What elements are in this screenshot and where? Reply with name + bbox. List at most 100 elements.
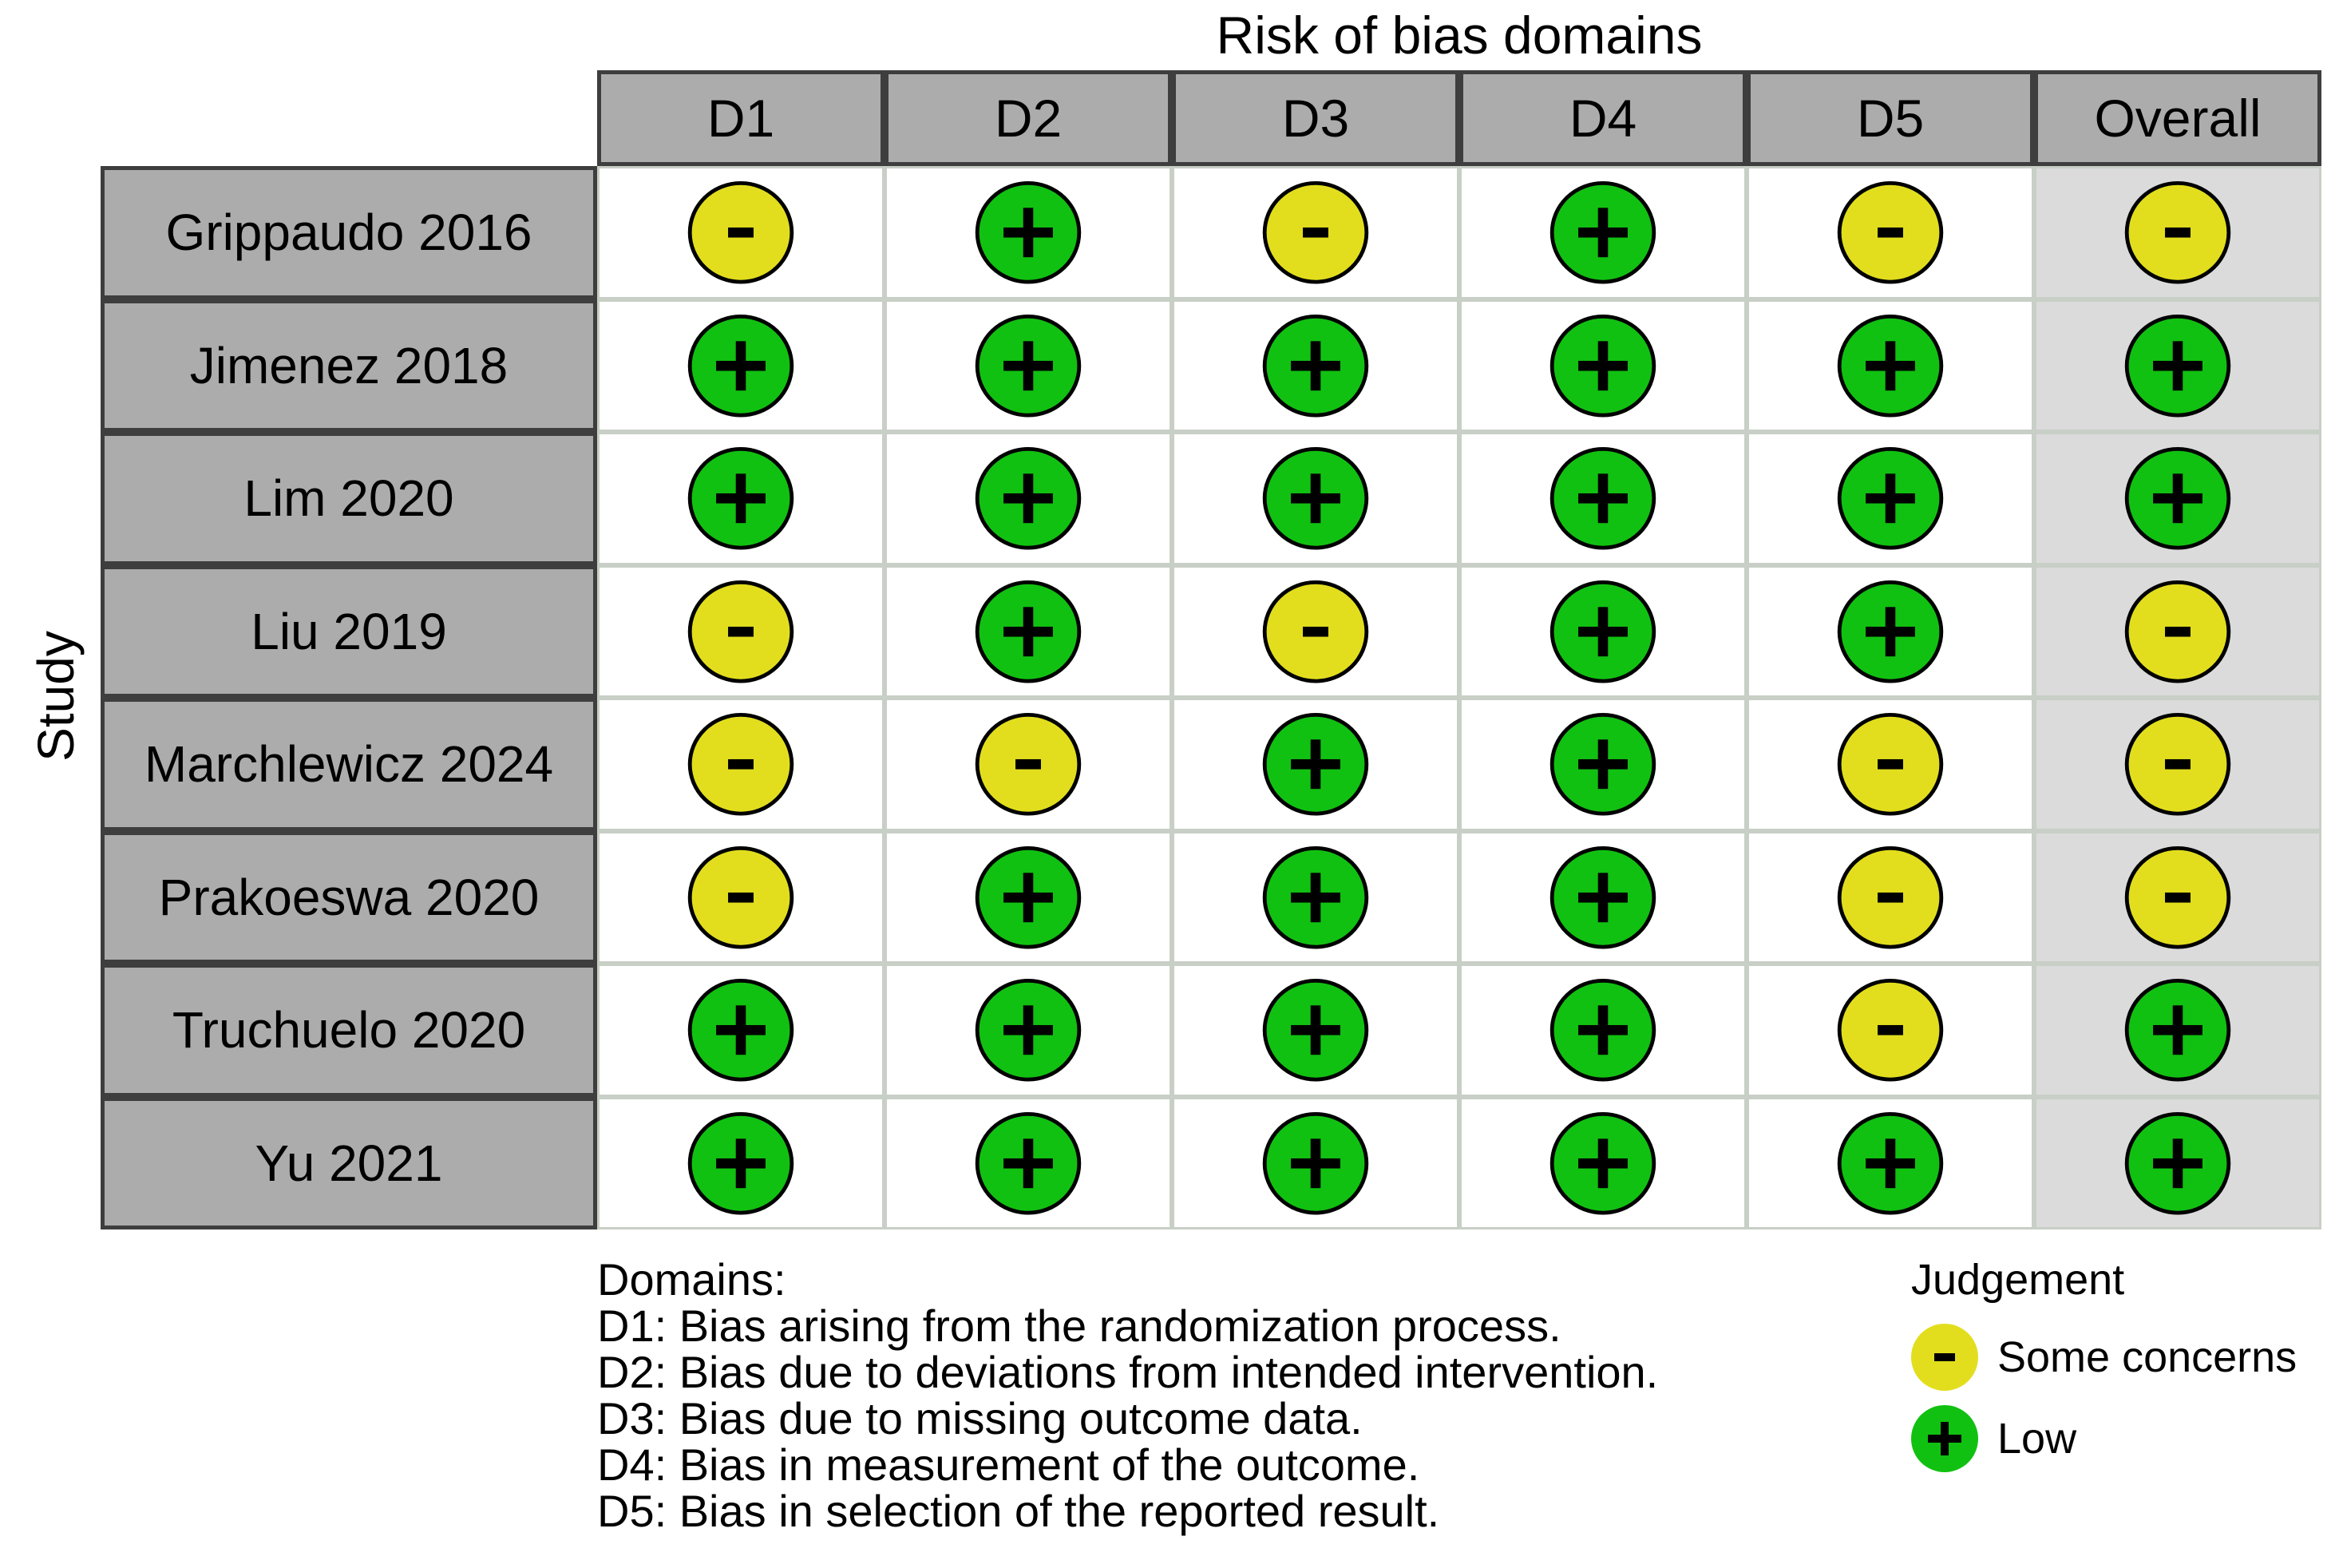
- judgement-icon-some-concerns: [2124, 845, 2231, 949]
- judgement-cell: [1172, 299, 1459, 432]
- judgement-icon-low: [975, 845, 1082, 949]
- legend-heading: Judgement: [1911, 1256, 2125, 1304]
- judgement-icon-some-concerns: [1837, 978, 1944, 1082]
- judgement-icon-low: [975, 446, 1082, 550]
- judgement-cell: [1747, 964, 2034, 1097]
- judgement-icon-low: [1549, 845, 1656, 949]
- judgement-cell: [597, 299, 885, 432]
- judgement-icon-low: [1837, 446, 1944, 550]
- judgement-icon-some-concerns: [1262, 180, 1369, 284]
- column-header-d4: D4: [1459, 70, 1747, 166]
- judgement-icon-some-concerns: [687, 580, 794, 683]
- legend-items: Some concerns Low: [1911, 1324, 2297, 1472]
- judgement-cell: [885, 564, 1172, 698]
- study-name-cell: Liu 2019: [101, 564, 597, 698]
- judgement-cell: [1459, 299, 1747, 432]
- domain-definition: D1: Bias arising from the randomization …: [597, 1301, 1561, 1351]
- judgement-cell: [597, 564, 885, 698]
- legend-label: Some concerns: [1997, 1333, 2297, 1381]
- judgement-icon-low: [1549, 978, 1656, 1082]
- judgement-cell: [1459, 964, 1747, 1097]
- judgement-icon-low: [1549, 314, 1656, 418]
- column-header-d2: D2: [885, 70, 1172, 166]
- judgement-cell: [1459, 1096, 1747, 1229]
- judgement-icon-low: [975, 1111, 1082, 1215]
- judgement-icon-some-concerns: [1262, 580, 1369, 683]
- judgement-cell: [885, 432, 1172, 565]
- judgement-icon-some-concerns: [687, 180, 794, 284]
- figure-title: Risk of bias domains: [1216, 6, 1703, 65]
- judgement-cell: [1459, 830, 1747, 964]
- judgement-icon-low: [1262, 446, 1369, 550]
- legend-item-some-concerns: Some concerns: [1911, 1324, 2297, 1391]
- judgement-cell: [2034, 432, 2321, 565]
- judgement-icon-low: [687, 1111, 794, 1215]
- judgement-cell: [597, 432, 885, 565]
- judgement-cell: [2034, 1096, 2321, 1229]
- judgement-icon-some-concerns: [687, 845, 794, 949]
- judgement-cell: [597, 1096, 885, 1229]
- rob-table: D1 D2 D3 D4 D5 Overall Grippaudo 2016 Jimenez …: [101, 70, 2321, 1229]
- judgement-icon-low: [1837, 1111, 1944, 1215]
- judgement-icon-low: [1262, 314, 1369, 418]
- domain-definition: D5: Bias in selection of the reported re…: [597, 1486, 1440, 1536]
- column-header-d5: D5: [1747, 70, 2034, 166]
- judgement-icon-some-concerns: [975, 712, 1082, 816]
- judgement-icon-low: [687, 978, 794, 1082]
- judgement-cell: [2034, 299, 2321, 432]
- judgement-icon-low: [2124, 978, 2231, 1082]
- judgement-icon-some-concerns: [687, 712, 794, 816]
- judgement-icon-low: [1262, 712, 1369, 816]
- judgement-cell: [1459, 564, 1747, 698]
- study-name-cell: Marchlewicz 2024: [101, 698, 597, 831]
- domain-definition: D2: Bias due to deviations from intended…: [597, 1347, 1659, 1397]
- legend-label: Low: [1997, 1415, 2077, 1463]
- judgement-cell: [2034, 964, 2321, 1097]
- legend-icon-some-concerns: [1911, 1324, 1978, 1391]
- judgement-cell: [1459, 166, 1747, 299]
- judgement-cell: [1747, 830, 2034, 964]
- corner-spacer: [101, 70, 597, 166]
- column-header-d3: D3: [1172, 70, 1459, 166]
- judgement-cell: [1172, 830, 1459, 964]
- judgement-icon-some-concerns: [1837, 712, 1944, 816]
- judgement-cell: [885, 166, 1172, 299]
- study-name-cell: Prakoeswa 2020: [101, 830, 597, 964]
- judgement-icon-low: [975, 978, 1082, 1082]
- judgement-icon-low: [2124, 314, 2231, 418]
- judgement-icon-low: [687, 314, 794, 418]
- column-header-overall: Overall: [2034, 70, 2321, 166]
- judgement-cell: [1172, 166, 1459, 299]
- judgement-cell: [885, 1096, 1172, 1229]
- judgement-cell: [1747, 432, 2034, 565]
- judgement-icon-low: [1262, 1111, 1369, 1215]
- study-name-cell: Jimenez 2018: [101, 299, 597, 432]
- judgement-cell: [597, 964, 885, 1097]
- domains-heading: Domains:: [597, 1254, 786, 1305]
- judgement-icon-low: [1837, 314, 1944, 418]
- judgement-cell: [1172, 1096, 1459, 1229]
- judgement-icon-low: [2124, 446, 2231, 550]
- judgement-cell: [597, 166, 885, 299]
- judgement-icon-low: [1549, 712, 1656, 816]
- judgement-icon-low: [1549, 580, 1656, 683]
- study-name-cell: Grippaudo 2016: [101, 166, 597, 299]
- judgement-icon-low: [975, 580, 1082, 683]
- study-name-cell: Truchuelo 2020: [101, 964, 597, 1097]
- judgement-icon-low: [1549, 180, 1656, 284]
- judgement-cell: [1172, 964, 1459, 1097]
- judgement-cell: [1172, 564, 1459, 698]
- judgement-icon-low: [1837, 580, 1944, 683]
- judgement-cell: [1747, 564, 2034, 698]
- judgement-cell: [2034, 564, 2321, 698]
- judgement-icon-low: [975, 180, 1082, 284]
- judgement-icon-some-concerns: [1837, 180, 1944, 284]
- study-name-cell: Yu 2021: [101, 1096, 597, 1229]
- judgement-icon-low: [975, 314, 1082, 418]
- judgement-cell: [2034, 830, 2321, 964]
- judgement-icon-some-concerns: [2124, 712, 2231, 816]
- judgement-cell: [1459, 698, 1747, 831]
- legend-item-low: Low: [1911, 1405, 2297, 1472]
- judgement-legend: Judgement Some concerns Low: [1911, 1257, 2297, 1487]
